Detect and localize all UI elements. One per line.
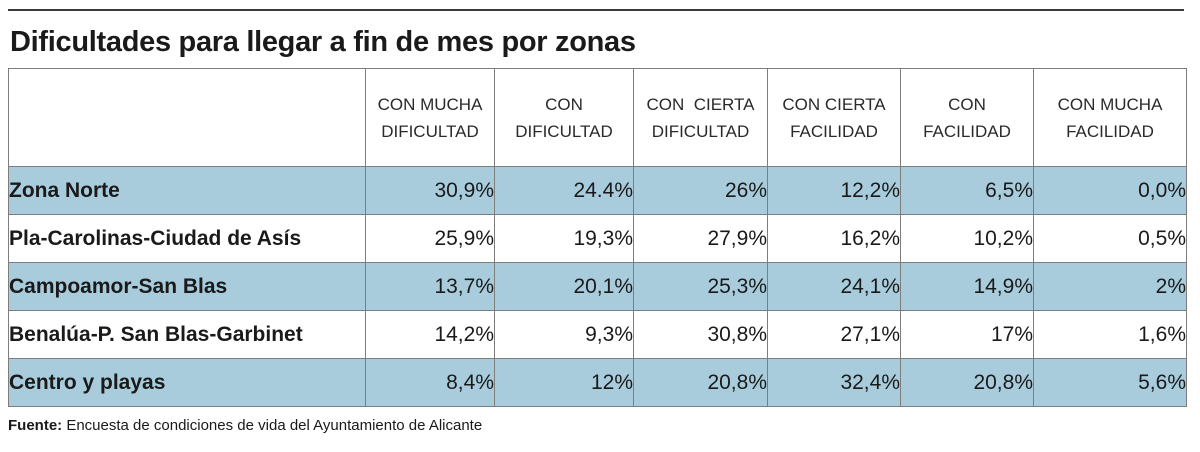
cell-value: 30,9% [365, 166, 495, 215]
zone-label: Centro y playas [8, 358, 366, 407]
cell-value: 0,5% [1033, 214, 1187, 263]
table-row: Zona Norte 30,9% 24.4% 26% 12,2% 6,5% 0,… [8, 166, 1187, 215]
cell-value: 20,1% [494, 262, 634, 311]
cell-value: 0,0% [1033, 166, 1187, 215]
table-row: Benalúa-P. San Blas-Garbinet 14,2% 9,3% … [8, 310, 1187, 359]
cell-value: 12% [494, 358, 634, 407]
zone-label: Campoamor-San Blas [8, 262, 366, 311]
cell-value: 6,5% [900, 166, 1034, 215]
source-label: Fuente: [8, 417, 63, 434]
cell-value: 10,2% [900, 214, 1034, 263]
cell-value: 16,2% [767, 214, 901, 263]
column-header: CON CIERTA FACILIDAD [767, 68, 901, 167]
cell-value: 8,4% [365, 358, 495, 407]
cell-value: 26% [633, 166, 768, 215]
top-rule [8, 9, 1184, 11]
page-title: Dificultades para llegar a fin de mes po… [10, 26, 636, 58]
source-note: Fuente: Encuesta de condiciones de vida … [8, 417, 482, 434]
cell-value: 30,8% [633, 310, 768, 359]
cell-value: 1,6% [1033, 310, 1187, 359]
cell-value: 24,1% [767, 262, 901, 311]
cell-value: 25,3% [633, 262, 768, 311]
header-corner [8, 68, 366, 167]
column-header: CON MUCHA FACILIDAD [1033, 68, 1187, 167]
table-row: Pla-Carolinas-Ciudad de Asís 25,9% 19,3%… [8, 214, 1187, 263]
cell-value: 14,9% [900, 262, 1034, 311]
cell-value: 17% [900, 310, 1034, 359]
zone-label: Benalúa-P. San Blas-Garbinet [8, 310, 366, 359]
cell-value: 13,7% [365, 262, 495, 311]
cell-value: 19,3% [494, 214, 634, 263]
cell-value: 2% [1033, 262, 1187, 311]
column-header: CON CIERTA DIFICULTAD [633, 68, 768, 167]
cell-value: 9,3% [494, 310, 634, 359]
cell-value: 14,2% [365, 310, 495, 359]
cell-value: 32,4% [767, 358, 901, 407]
zone-label: Pla-Carolinas-Ciudad de Asís [8, 214, 366, 263]
header-row: CON MUCHA DIFICULTAD CON DIFICULTAD CON CI… [8, 68, 1187, 167]
table-row: Centro y playas 8,4% 12% 20,8% 32,4% 20,… [8, 358, 1187, 407]
cell-value: 20,8% [900, 358, 1034, 407]
cell-value: 12,2% [767, 166, 901, 215]
cell-value: 20,8% [633, 358, 768, 407]
zone-label: Zona Norte [8, 166, 366, 215]
source-text: Encuesta de condiciones de vida del Ayun… [62, 417, 483, 434]
cell-value: 25,9% [365, 214, 495, 263]
data-table: CON MUCHA DIFICULTAD CON DIFICULTAD CON CI… [8, 68, 1187, 407]
cell-value: 24.4% [494, 166, 634, 215]
cell-value: 27,1% [767, 310, 901, 359]
cell-value: 27,9% [633, 214, 768, 263]
cell-value: 5,6% [1033, 358, 1187, 407]
column-header: CON FACILIDAD [900, 68, 1034, 167]
column-header: CON MUCHA DIFICULTAD [365, 68, 495, 167]
column-header: CON DIFICULTAD [494, 68, 634, 167]
table-row: Campoamor-San Blas 13,7% 20,1% 25,3% 24,… [8, 262, 1187, 311]
